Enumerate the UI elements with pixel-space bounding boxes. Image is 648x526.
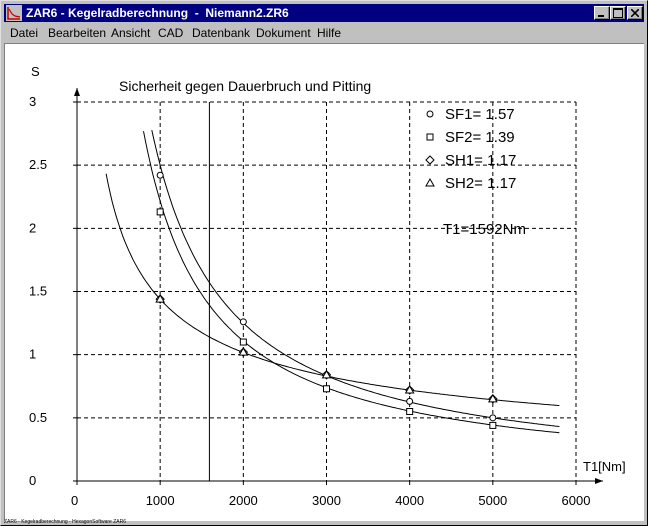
menu-bar: Datei Bearbeiten Ansicht CAD Datenbank D… bbox=[4, 23, 644, 42]
menu-dokument[interactable]: Dokument bbox=[256, 26, 311, 40]
x-tick-label-6: 6000 bbox=[562, 493, 591, 508]
series-1-point-4 bbox=[489, 421, 497, 429]
legend-label-2: SH1= 1.17 bbox=[445, 152, 516, 169]
x-axis-arrow bbox=[595, 478, 603, 484]
series-0-point-0 bbox=[156, 171, 164, 179]
series-1-point-1 bbox=[239, 338, 247, 346]
y-tick-label-4: 2 bbox=[29, 220, 36, 235]
x-tick-label-5: 5000 bbox=[478, 493, 507, 508]
y-tick-label-6: 3 bbox=[29, 94, 36, 109]
x-tick-label-0: 0 bbox=[71, 493, 78, 508]
legend-label-3: SH2= 1.17 bbox=[445, 175, 516, 192]
chart-title: Sicherheit gegen Dauerbruch und Pitting bbox=[119, 78, 371, 94]
y-tick-label-0: 0 bbox=[29, 473, 36, 488]
series-1-point-3 bbox=[406, 408, 414, 416]
window-title: ZAR6 - Kegelradberechnung - Niemann2.ZR6 bbox=[26, 6, 289, 20]
menu-ansicht[interactable]: Ansicht bbox=[111, 26, 151, 40]
minimize-button[interactable] bbox=[594, 6, 610, 20]
x-tick-label-1: 1000 bbox=[146, 493, 175, 508]
legend-marker-0 bbox=[426, 110, 434, 118]
menu-cad[interactable]: CAD bbox=[158, 26, 184, 40]
status-strip: ZAR6 - Kegelradberechnung - HexagonSoftw… bbox=[4, 519, 127, 525]
legend-marker-3 bbox=[425, 177, 435, 187]
reference-line-label: T1=1592Nm bbox=[443, 221, 526, 238]
y-tick-label-3: 1.5 bbox=[29, 284, 47, 299]
series-1-point-0 bbox=[156, 208, 164, 216]
safety-chart: 0 0.5 1 1.5 2 2.5 3 0 1000 2000 3000 4000 5000 6000 S T… bbox=[29, 64, 626, 508]
y-tick-label-2: 1 bbox=[29, 347, 36, 362]
x-tick-label-2: 2000 bbox=[229, 493, 258, 508]
x-tick-label-3: 3000 bbox=[312, 493, 341, 508]
chart-area: 0 0.5 1 1.5 2 2.5 3 0 1000 2000 3000 4000 5000 6000 S T… bbox=[4, 43, 644, 521]
series-0-point-3 bbox=[406, 397, 414, 405]
series-3-point-1 bbox=[238, 347, 249, 356]
series-0-point-4 bbox=[489, 414, 497, 422]
close-button[interactable] bbox=[627, 6, 643, 20]
menu-datenbank[interactable]: Datenbank bbox=[192, 26, 251, 40]
maximize-button[interactable] bbox=[610, 6, 626, 20]
series-0-point-1 bbox=[239, 318, 247, 326]
legend-label-0: SF1= 1.57 bbox=[445, 106, 515, 123]
legend-marker-2 bbox=[425, 155, 435, 165]
y-axis-label: S bbox=[31, 64, 40, 79]
title-bar[interactable]: ZAR6 - Kegelradberechnung - Niemann2.ZR6 bbox=[4, 4, 644, 22]
y-axis-arrow bbox=[74, 88, 80, 96]
series-3-point-0 bbox=[155, 294, 166, 303]
x-tick-label-4: 4000 bbox=[395, 493, 424, 508]
menu-hilfe[interactable]: Hilfe bbox=[317, 26, 342, 40]
y-tick-label-1: 0.5 bbox=[29, 410, 47, 425]
zar6-app-icon bbox=[6, 5, 22, 21]
series-1-point-2 bbox=[323, 385, 330, 393]
y-tick-label-5: 2.5 bbox=[29, 157, 47, 172]
legend-marker-1 bbox=[426, 133, 434, 141]
series-line-2 bbox=[105, 173, 560, 406]
x-axis-label: T1[Nm] bbox=[583, 459, 626, 474]
menu-datei[interactable]: Datei bbox=[10, 26, 39, 40]
series-3-point-4 bbox=[487, 393, 498, 403]
series-3-point-3 bbox=[404, 385, 415, 394]
close-icon bbox=[631, 9, 639, 17]
series-3-point-2 bbox=[321, 369, 332, 379]
menu-bearbeiten[interactable]: Bearbeiten bbox=[48, 26, 107, 40]
legend-label-1: SF2= 1.39 bbox=[445, 129, 515, 146]
